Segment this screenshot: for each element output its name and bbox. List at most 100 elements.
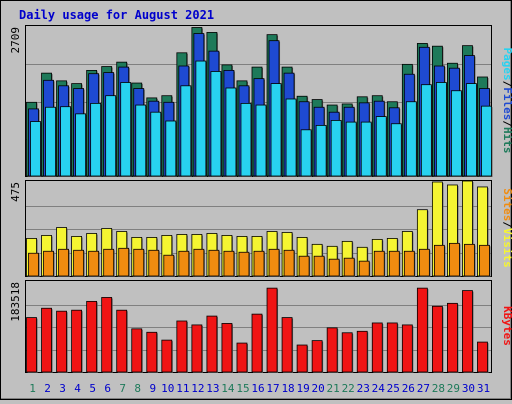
x-tick-label-14: 14 bbox=[221, 382, 235, 395]
bar-sites-27-face bbox=[418, 248, 430, 277]
bar-pages-10 bbox=[165, 120, 177, 177]
bar-pages-18-face bbox=[285, 98, 297, 177]
bar-sites-28 bbox=[433, 244, 446, 277]
bar-kbytes-14-face bbox=[221, 323, 233, 373]
bar-kbytes-19 bbox=[296, 344, 309, 373]
bar-pages-17 bbox=[270, 83, 283, 177]
bar-kbytes-8-face bbox=[131, 328, 143, 373]
bar-kbytes-24 bbox=[371, 322, 384, 373]
bar-kbytes-31-face bbox=[477, 341, 488, 373]
bar-pages-10-face bbox=[165, 120, 177, 177]
bar-pages-30 bbox=[466, 83, 478, 177]
bar-pages-29-face bbox=[451, 90, 462, 177]
x-tick-label-12: 12 bbox=[191, 382, 204, 395]
bar-sites-16-face bbox=[253, 250, 265, 277]
x-tick-label-19: 19 bbox=[296, 382, 309, 395]
bar-kbytes-7-face bbox=[116, 309, 128, 373]
bar-sites-18 bbox=[283, 249, 296, 277]
bar-kbytes-11 bbox=[176, 320, 188, 373]
bar-sites-4-face bbox=[73, 249, 85, 277]
bar-kbytes-16 bbox=[251, 313, 263, 373]
bar-sites-31-face bbox=[479, 244, 490, 277]
bar-pages-19-face bbox=[300, 129, 312, 177]
bar-kbytes-28-face bbox=[431, 305, 443, 373]
bar-pages-2-face bbox=[45, 106, 56, 177]
x-tick-label-23: 23 bbox=[357, 382, 370, 395]
bar-kbytes-23 bbox=[356, 330, 369, 373]
bar-pages-31-face bbox=[481, 105, 492, 177]
bar-pages-6-face bbox=[105, 95, 117, 177]
bar-sites-28-face bbox=[433, 244, 445, 277]
bar-sites-7-face bbox=[118, 247, 130, 277]
bar-kbytes-13-face bbox=[206, 315, 218, 373]
bar-sites-26-face bbox=[403, 250, 415, 277]
bar-sites-8 bbox=[133, 248, 145, 277]
bar-sites-23-face bbox=[358, 260, 370, 277]
legend-entry-sites: Sites bbox=[501, 188, 512, 221]
x-tick-label-6: 6 bbox=[104, 382, 111, 395]
bar-pages-11 bbox=[180, 85, 192, 177]
bar-kbytes-29-face bbox=[447, 302, 458, 373]
bar-pages-12 bbox=[195, 60, 207, 177]
legend-text: Sites/Visits bbox=[501, 188, 512, 268]
bar-sites-9 bbox=[148, 249, 160, 277]
bar-sites-8-face bbox=[133, 248, 145, 277]
x-tick-label-9: 9 bbox=[149, 382, 156, 395]
bar-kbytes-8 bbox=[131, 328, 143, 373]
x-tick-label-21: 21 bbox=[327, 382, 340, 395]
bar-kbytes-29 bbox=[447, 302, 459, 373]
bar-pages-9-face bbox=[150, 111, 162, 177]
bar-pages-14-face bbox=[225, 87, 237, 177]
bar-kbytes-30 bbox=[462, 290, 474, 373]
bar-pages-8 bbox=[135, 104, 147, 177]
bar-pages-6 bbox=[105, 95, 117, 177]
legend-separator: / bbox=[501, 221, 512, 228]
bar-sites-13-face bbox=[208, 249, 220, 277]
bar-sites-30-face bbox=[464, 243, 475, 277]
x-tick-label-25: 25 bbox=[387, 382, 400, 395]
bar-sites-4 bbox=[73, 249, 85, 277]
x-tick-label-2: 2 bbox=[44, 382, 51, 395]
bar-kbytes-14 bbox=[221, 323, 233, 373]
bar-kbytes-9 bbox=[146, 331, 158, 373]
bar-sites-30 bbox=[464, 243, 476, 277]
bar-pages-4-face bbox=[75, 113, 87, 177]
legend-kbytes: KBytes bbox=[501, 306, 512, 346]
x-tick-label-11: 11 bbox=[176, 382, 189, 395]
bar-pages-7 bbox=[120, 82, 132, 177]
bar-kbytes-24-face bbox=[371, 322, 383, 373]
legend-hits-files-pages: Pages/Files/Hits bbox=[501, 48, 512, 154]
bar-pages-20-face bbox=[315, 124, 327, 177]
bar-kbytes-21 bbox=[326, 327, 339, 373]
bar-pages-15 bbox=[240, 102, 252, 177]
bar-sites-29 bbox=[449, 242, 461, 277]
bar-pages-22 bbox=[345, 121, 358, 177]
bar-kbytes-18 bbox=[281, 317, 294, 373]
bar-pages-11-face bbox=[180, 85, 192, 177]
x-tick-label-29: 29 bbox=[447, 382, 460, 395]
bar-pages-1-face bbox=[30, 121, 41, 177]
bar-kbytes-20-face bbox=[311, 340, 323, 373]
bar-sites-22-face bbox=[343, 257, 355, 277]
chart-panels: 2709Pages/Files/Hits475Sites/Visits18351… bbox=[9, 25, 512, 373]
bar-pages-3-face bbox=[60, 106, 71, 177]
bar-pages-29 bbox=[451, 90, 463, 177]
bar-sites-10 bbox=[163, 254, 175, 277]
bar-sites-14 bbox=[223, 250, 235, 277]
bar-pages-13 bbox=[210, 71, 222, 177]
bar-kbytes-31 bbox=[477, 341, 489, 373]
bar-pages-12-face bbox=[195, 60, 207, 177]
bar-sites-6 bbox=[103, 248, 115, 277]
bar-pages-27 bbox=[420, 84, 433, 177]
bar-sites-15-face bbox=[238, 251, 250, 277]
bar-sites-25 bbox=[388, 250, 401, 277]
bar-sites-3-face bbox=[58, 248, 69, 277]
x-tick-label-30: 30 bbox=[462, 382, 475, 395]
bar-kbytes-1 bbox=[26, 317, 38, 373]
x-tick-label-5: 5 bbox=[89, 382, 96, 395]
bar-sites-25-face bbox=[388, 250, 400, 277]
bar-sites-23 bbox=[358, 260, 371, 277]
bar-sites-19 bbox=[298, 255, 311, 277]
bar-pages-5 bbox=[90, 102, 102, 177]
